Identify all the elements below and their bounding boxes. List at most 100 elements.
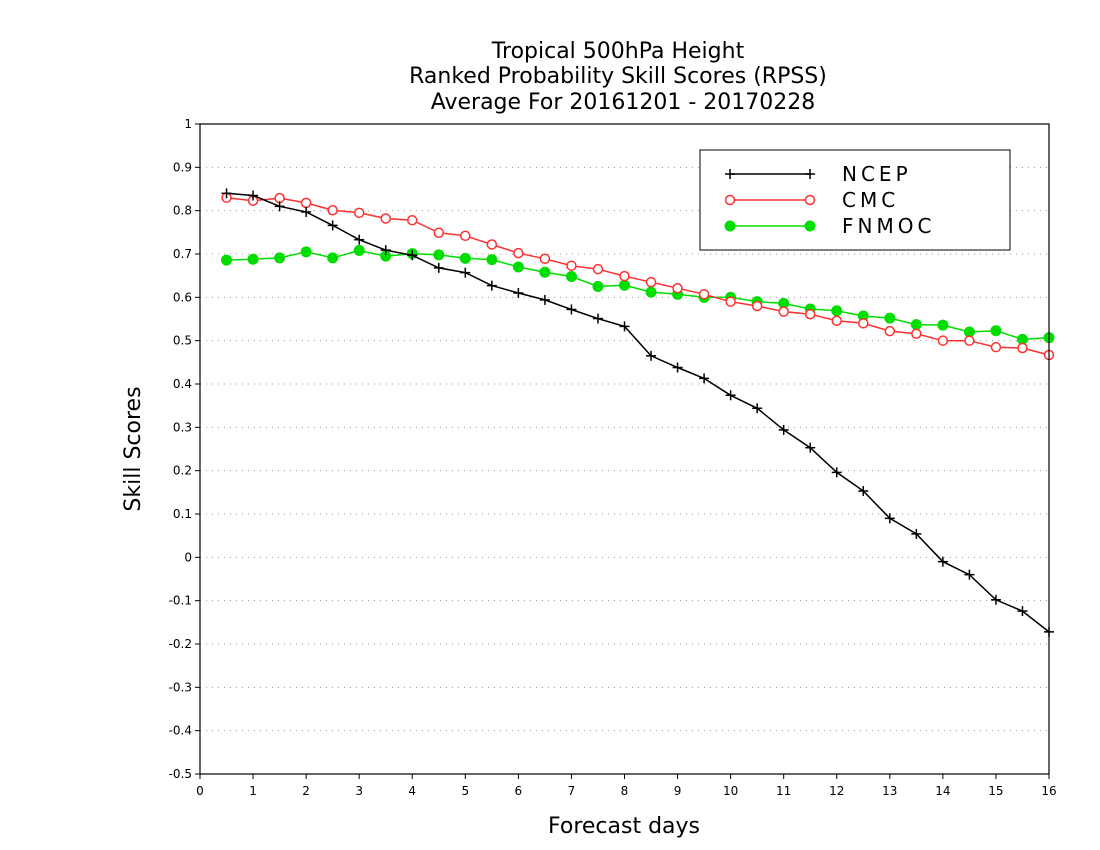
x-tick-label: 9 bbox=[674, 784, 682, 798]
data-point-cmc bbox=[964, 335, 975, 346]
data-point-ncep bbox=[1017, 606, 1028, 617]
data-point-fnmoc bbox=[619, 279, 630, 291]
data-point-ncep bbox=[752, 403, 763, 414]
data-point-fnmoc bbox=[565, 271, 577, 283]
data-point-ncep bbox=[380, 245, 391, 256]
y-tick-label: 0.3 bbox=[173, 420, 192, 434]
data-point-cmc bbox=[592, 263, 604, 275]
data-point-fnmoc bbox=[247, 253, 259, 265]
series-cmc bbox=[221, 192, 1055, 361]
data-point-cmc bbox=[751, 300, 763, 312]
data-point-ncep bbox=[433, 262, 444, 273]
legend-label-fnmoc: FNMOC bbox=[842, 214, 935, 238]
chart-title-line-3: Average For 20161201 - 20170228 bbox=[431, 90, 816, 115]
x-tick-label: 2 bbox=[302, 784, 310, 798]
y-tick-label: 0.9 bbox=[173, 160, 192, 174]
x-axis-ticks: 0 1 2 3 4 5 6 7 8 9 10 11 12 13 14 15 16 bbox=[196, 774, 1057, 798]
data-point-ncep bbox=[911, 528, 922, 539]
y-tick-label: 0.7 bbox=[173, 247, 192, 261]
data-point-ncep bbox=[699, 373, 710, 384]
legend-label-cmc: CMC bbox=[842, 188, 899, 212]
legend-marker-ncep bbox=[805, 169, 815, 179]
data-point-ncep bbox=[301, 206, 312, 217]
data-point-ncep bbox=[672, 362, 683, 373]
legend-item-fnmoc: FNMOC bbox=[724, 214, 935, 238]
data-point-ncep bbox=[486, 280, 497, 291]
data-point-ncep bbox=[778, 424, 789, 435]
y-tick-label: -0.2 bbox=[169, 637, 192, 651]
data-point-cmc bbox=[804, 308, 816, 320]
series-fnmoc bbox=[221, 245, 1055, 345]
data-point-fnmoc bbox=[937, 319, 949, 331]
chart-title-line-1: Tropical 500hPa Height bbox=[491, 39, 745, 64]
data-point-cmc bbox=[566, 260, 577, 271]
y-tick-label: -0.5 bbox=[169, 767, 192, 781]
data-point-cmc bbox=[407, 214, 418, 226]
data-point-cmc bbox=[884, 325, 896, 337]
data-point-fnmoc bbox=[592, 281, 604, 292]
data-point-cmc bbox=[858, 318, 869, 329]
data-point-cmc bbox=[1017, 342, 1028, 354]
data-point-fnmoc bbox=[459, 252, 471, 264]
data-point-fnmoc bbox=[221, 254, 233, 266]
data-point-ncep bbox=[964, 569, 975, 580]
data-point-ncep bbox=[858, 486, 869, 497]
data-point-ncep bbox=[990, 594, 1001, 605]
y-tick-label: 0.6 bbox=[173, 290, 192, 304]
data-point-cmc bbox=[937, 335, 949, 346]
series-line-fnmoc bbox=[226, 249, 1050, 341]
data-point-cmc bbox=[486, 239, 498, 250]
x-tick-label: 3 bbox=[355, 784, 363, 798]
data-point-cmc bbox=[672, 282, 683, 294]
data-point-fnmoc bbox=[539, 266, 551, 278]
series-line-ncep bbox=[226, 192, 1050, 633]
y-tick-label: -0.4 bbox=[169, 724, 192, 738]
x-tick-label: 14 bbox=[935, 784, 950, 798]
data-point-cmc bbox=[327, 204, 338, 216]
data-point-cmc bbox=[778, 306, 789, 317]
data-point-fnmoc bbox=[831, 305, 843, 317]
y-axis-ticks: 1 0.9 0.8 0.7 0.6 0.5 0.4 0.3 0.2 0.1 0 -0.1 -0.2 -0.… bbox=[169, 117, 200, 781]
data-point-cmc bbox=[353, 207, 365, 219]
y-tick-label: 0.2 bbox=[173, 464, 192, 478]
legend-label-ncep: NCEP bbox=[842, 162, 912, 186]
data-point-fnmoc bbox=[353, 245, 365, 257]
x-tick-label: 0 bbox=[196, 784, 204, 798]
data-point-fnmoc bbox=[990, 325, 1002, 337]
x-tick-label: 13 bbox=[882, 784, 897, 798]
y-tick-label: 0.8 bbox=[173, 204, 192, 218]
data-point-ncep bbox=[646, 350, 657, 361]
data-point-ncep bbox=[805, 442, 816, 453]
data-point-fnmoc bbox=[910, 319, 922, 331]
data-point-cmc bbox=[460, 230, 471, 242]
x-tick-label: 4 bbox=[408, 784, 416, 798]
legend-marker-ncep bbox=[725, 169, 735, 179]
data-point-cmc bbox=[300, 197, 312, 209]
data-point-cmc bbox=[831, 315, 842, 326]
chart-title-line-2: Ranked Probability Skill Scores (RPSS) bbox=[409, 64, 827, 89]
x-tick-label: 16 bbox=[1041, 784, 1056, 798]
data-point-cmc bbox=[513, 247, 524, 259]
x-tick-label: 1 bbox=[249, 784, 257, 798]
data-point-ncep bbox=[619, 321, 630, 332]
data-point-fnmoc bbox=[433, 249, 445, 261]
plot-frame bbox=[199, 123, 1050, 775]
data-point-ncep bbox=[354, 234, 365, 245]
data-point-cmc bbox=[645, 276, 657, 288]
data-point-ncep bbox=[248, 190, 259, 201]
data-point-ncep bbox=[566, 304, 577, 315]
data-point-cmc bbox=[433, 227, 445, 239]
data-point-fnmoc bbox=[274, 252, 286, 264]
legend-marker-fnmoc bbox=[804, 220, 816, 232]
y-tick-label: 1 bbox=[184, 117, 192, 131]
data-point-ncep bbox=[407, 250, 418, 261]
x-tick-label: 11 bbox=[776, 784, 791, 798]
y-tick-label: 0 bbox=[184, 550, 192, 564]
data-point-fnmoc bbox=[327, 252, 339, 264]
data-point-cmc bbox=[619, 270, 630, 282]
data-point-cmc bbox=[911, 328, 922, 339]
x-tick-label: 7 bbox=[568, 784, 576, 798]
x-tick-label: 12 bbox=[829, 784, 844, 798]
